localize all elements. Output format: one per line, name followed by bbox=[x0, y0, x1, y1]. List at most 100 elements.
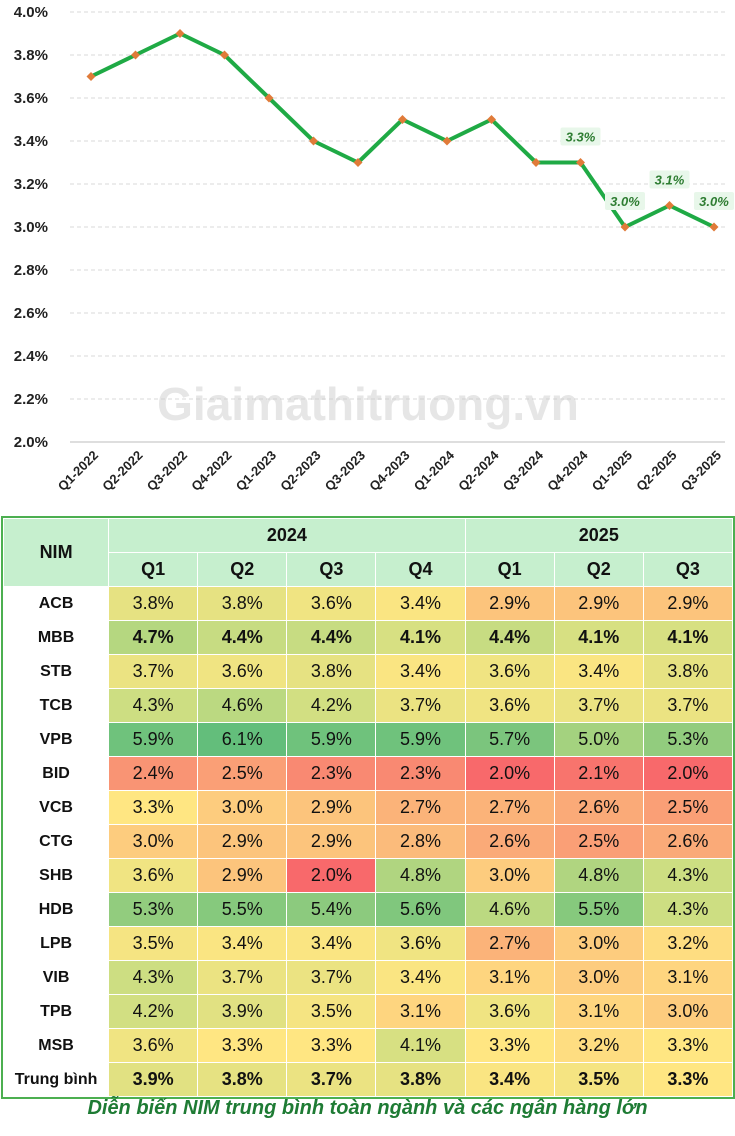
y-axis-ticks: 2.0% 2.2% 2.4% 2.6% 2.8% 3.0% 3.2% 3.4% 3.6% 3.8%… bbox=[14, 4, 48, 451]
table-row: ACB 3.8% 3.8% 3.6% 3.4% 2.9% 2.9% 2.9% bbox=[2, 586, 734, 621]
x-tick-label: Q3-2024 bbox=[500, 447, 547, 494]
nim-value-cell: 5.9% bbox=[286, 722, 377, 757]
bank-name-cell: CTG bbox=[2, 824, 110, 859]
nim-value-cell: 3.4% bbox=[375, 586, 466, 621]
nim-value-cell: 4.1% bbox=[553, 620, 644, 655]
nim-value-cell: 3.2% bbox=[553, 1028, 644, 1063]
nim-value-cell: 2.7% bbox=[464, 790, 555, 825]
data-point-marker bbox=[531, 158, 541, 167]
nim-value-cell: 3.4% bbox=[375, 654, 466, 689]
y-tick-label: 2.0% bbox=[14, 434, 48, 451]
svg-text:3.0%: 3.0% bbox=[610, 194, 640, 209]
quarter-header: Q3 bbox=[286, 552, 377, 587]
data-point-marker bbox=[487, 115, 496, 124]
table-row: TCB 4.3% 4.6% 4.2% 3.7% 3.6% 3.7% 3.7% bbox=[2, 688, 734, 723]
nim-value-cell: 2.9% bbox=[286, 790, 377, 825]
nim-value-cell: 4.6% bbox=[464, 892, 555, 927]
table-row: VCB 3.3% 3.0% 2.9% 2.7% 2.7% 2.6% 2.5% bbox=[2, 790, 734, 825]
nim-value-cell: 5.4% bbox=[286, 892, 377, 927]
data-point-marker bbox=[709, 222, 719, 232]
x-tick-label: Q2-2023 bbox=[277, 448, 323, 494]
nim-value-cell: 3.7% bbox=[286, 960, 377, 995]
nim-value-cell: 3.1% bbox=[375, 994, 466, 1029]
nim-value-cell: 5.5% bbox=[197, 892, 288, 927]
nim-value-cell: 2.8% bbox=[375, 824, 466, 859]
nim-value-cell: 5.3% bbox=[108, 892, 199, 927]
bank-name-cell: BID bbox=[2, 756, 110, 791]
nim-value-cell: 3.4% bbox=[286, 926, 377, 961]
data-point-marker bbox=[442, 136, 452, 146]
quarter-header: Q1 bbox=[108, 552, 199, 587]
quarter-header: Q4 bbox=[375, 552, 466, 587]
y-tick-label: 3.2% bbox=[14, 176, 48, 193]
nim-value-cell: 3.7% bbox=[553, 688, 644, 723]
nim-value-cell: 3.9% bbox=[108, 1062, 199, 1097]
data-point-marker bbox=[576, 158, 585, 167]
nim-value-cell: 3.3% bbox=[642, 1062, 734, 1097]
data-point-marker bbox=[620, 222, 630, 232]
bank-name-cell: MSB bbox=[2, 1028, 110, 1063]
nim-value-cell: 2.4% bbox=[108, 756, 199, 791]
nim-value-cell: 2.9% bbox=[642, 586, 734, 621]
table-row: BID 2.4% 2.5% 2.3% 2.3% 2.0% 2.1% 2.0% bbox=[2, 756, 734, 791]
nim-value-cell: 2.7% bbox=[464, 926, 555, 961]
y-tick-label: 3.6% bbox=[14, 90, 48, 107]
data-label: 3.0% bbox=[694, 192, 734, 210]
nim-value-cell: 2.6% bbox=[642, 824, 734, 859]
quarter-header-row: Q1 Q2 Q3 Q4 Q1 Q2 Q3 bbox=[4, 552, 734, 587]
svg-text:3.1%: 3.1% bbox=[655, 173, 685, 188]
y-tick-label: 2.2% bbox=[14, 391, 48, 408]
nim-value-cell: 3.8% bbox=[375, 1062, 466, 1097]
nim-table: NIM 2024 2025 Q1 Q2 Q3 Q4 Q1 Q2 Q3 ACB 3.8% 3.8%… bbox=[1, 516, 735, 1099]
x-tick-label: Q3-2025 bbox=[678, 448, 724, 494]
quarter-header: Q1 bbox=[464, 552, 555, 587]
nim-value-cell: 3.4% bbox=[464, 1062, 555, 1097]
nim-value-cell: 3.5% bbox=[286, 994, 377, 1029]
nim-value-cell: 4.6% bbox=[197, 688, 288, 723]
table-row: SHB 3.6% 2.9% 2.0% 4.8% 3.0% 4.8% 4.3% bbox=[2, 858, 734, 893]
nim-value-cell: 4.4% bbox=[286, 620, 377, 655]
table-row: MSB 3.6% 3.3% 3.3% 4.1% 3.3% 3.2% 3.3% bbox=[2, 1028, 734, 1063]
quarter-header: Q2 bbox=[197, 552, 288, 587]
bank-name-cell: MBB bbox=[2, 620, 110, 655]
nim-value-cell: 3.3% bbox=[642, 1028, 734, 1063]
nim-value-cell: 2.0% bbox=[286, 858, 377, 893]
nim-value-cell: 3.6% bbox=[464, 994, 555, 1029]
table-row: VIB 4.3% 3.7% 3.7% 3.4% 3.1% 3.0% 3.1% bbox=[2, 960, 734, 995]
nim-value-cell: 4.7% bbox=[108, 620, 199, 655]
nim-value-cell: 2.9% bbox=[197, 824, 288, 859]
data-point-marker bbox=[86, 72, 96, 81]
nim-value-cell: 2.9% bbox=[197, 858, 288, 893]
nim-value-cell: 3.1% bbox=[464, 960, 555, 995]
nim-line-chart: Giaimathitruong.vn 2.0% 2.2% 2.4% 2.6% 2.8% 3… bbox=[14, 4, 734, 494]
nim-value-cell: 3.7% bbox=[642, 688, 734, 723]
data-point-marker bbox=[264, 93, 274, 103]
bank-name-cell: Trung bình bbox=[2, 1062, 110, 1097]
nim-value-cell: 5.9% bbox=[108, 722, 199, 757]
x-tick-label: Q1-2022 bbox=[55, 448, 101, 494]
bank-name-cell: STB bbox=[2, 654, 110, 689]
x-tick-label: Q4-2022 bbox=[188, 448, 234, 494]
nim-value-cell: 3.6% bbox=[197, 654, 288, 689]
year-header: 2025 bbox=[464, 518, 734, 553]
x-tick-label: Q4-2023 bbox=[366, 448, 412, 494]
nim-value-cell: 5.6% bbox=[375, 892, 466, 927]
nim-value-cell: 4.1% bbox=[375, 1028, 466, 1063]
nim-value-cell: 3.4% bbox=[197, 926, 288, 961]
data-point-marker bbox=[353, 158, 363, 167]
y-tick-label: 3.4% bbox=[14, 133, 48, 150]
x-tick-label: Q3-2023 bbox=[322, 448, 368, 494]
nim-value-cell: 5.7% bbox=[464, 722, 555, 757]
nim-value-cell: 3.6% bbox=[108, 858, 199, 893]
nim-value-cell: 3.6% bbox=[464, 688, 555, 723]
table-row: TPB 4.2% 3.9% 3.5% 3.1% 3.6% 3.1% 3.0% bbox=[2, 994, 734, 1029]
nim-value-cell: 3.1% bbox=[553, 994, 644, 1029]
nim-value-cell: 4.3% bbox=[642, 858, 734, 893]
series-markers bbox=[86, 29, 719, 232]
x-tick-label: Q3-2022 bbox=[144, 448, 190, 494]
x-tick-label: Q2-2022 bbox=[99, 448, 145, 494]
nim-value-cell: 4.1% bbox=[642, 620, 734, 655]
data-point-marker bbox=[131, 50, 140, 60]
bank-name-cell: VIB bbox=[2, 960, 110, 995]
y-tick-label: 2.4% bbox=[14, 348, 48, 365]
